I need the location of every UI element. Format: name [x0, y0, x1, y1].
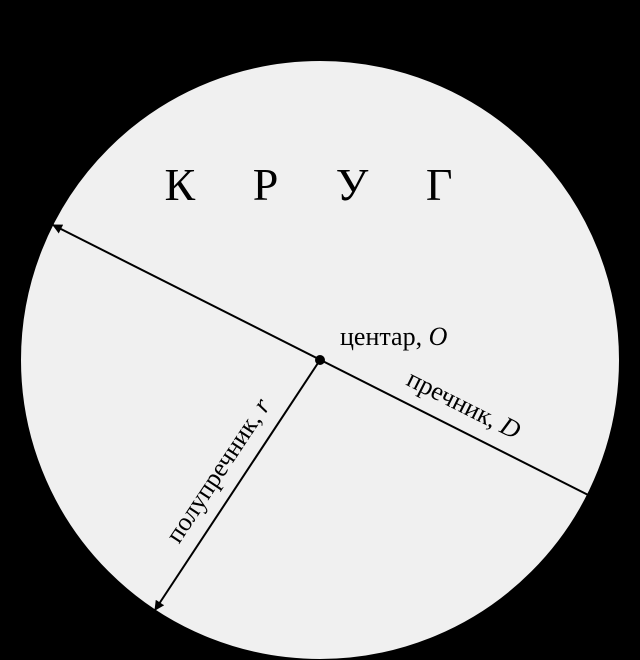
- center-point: [315, 355, 325, 365]
- center-label: центар, O: [340, 322, 448, 351]
- title-label: К Р У Г: [165, 159, 476, 210]
- diagram-container: К Р У Гцентар, Oпречник, Dполупречник, r: [0, 0, 640, 660]
- circle-diagram: К Р У Гцентар, Oпречник, Dполупречник, r: [0, 0, 640, 660]
